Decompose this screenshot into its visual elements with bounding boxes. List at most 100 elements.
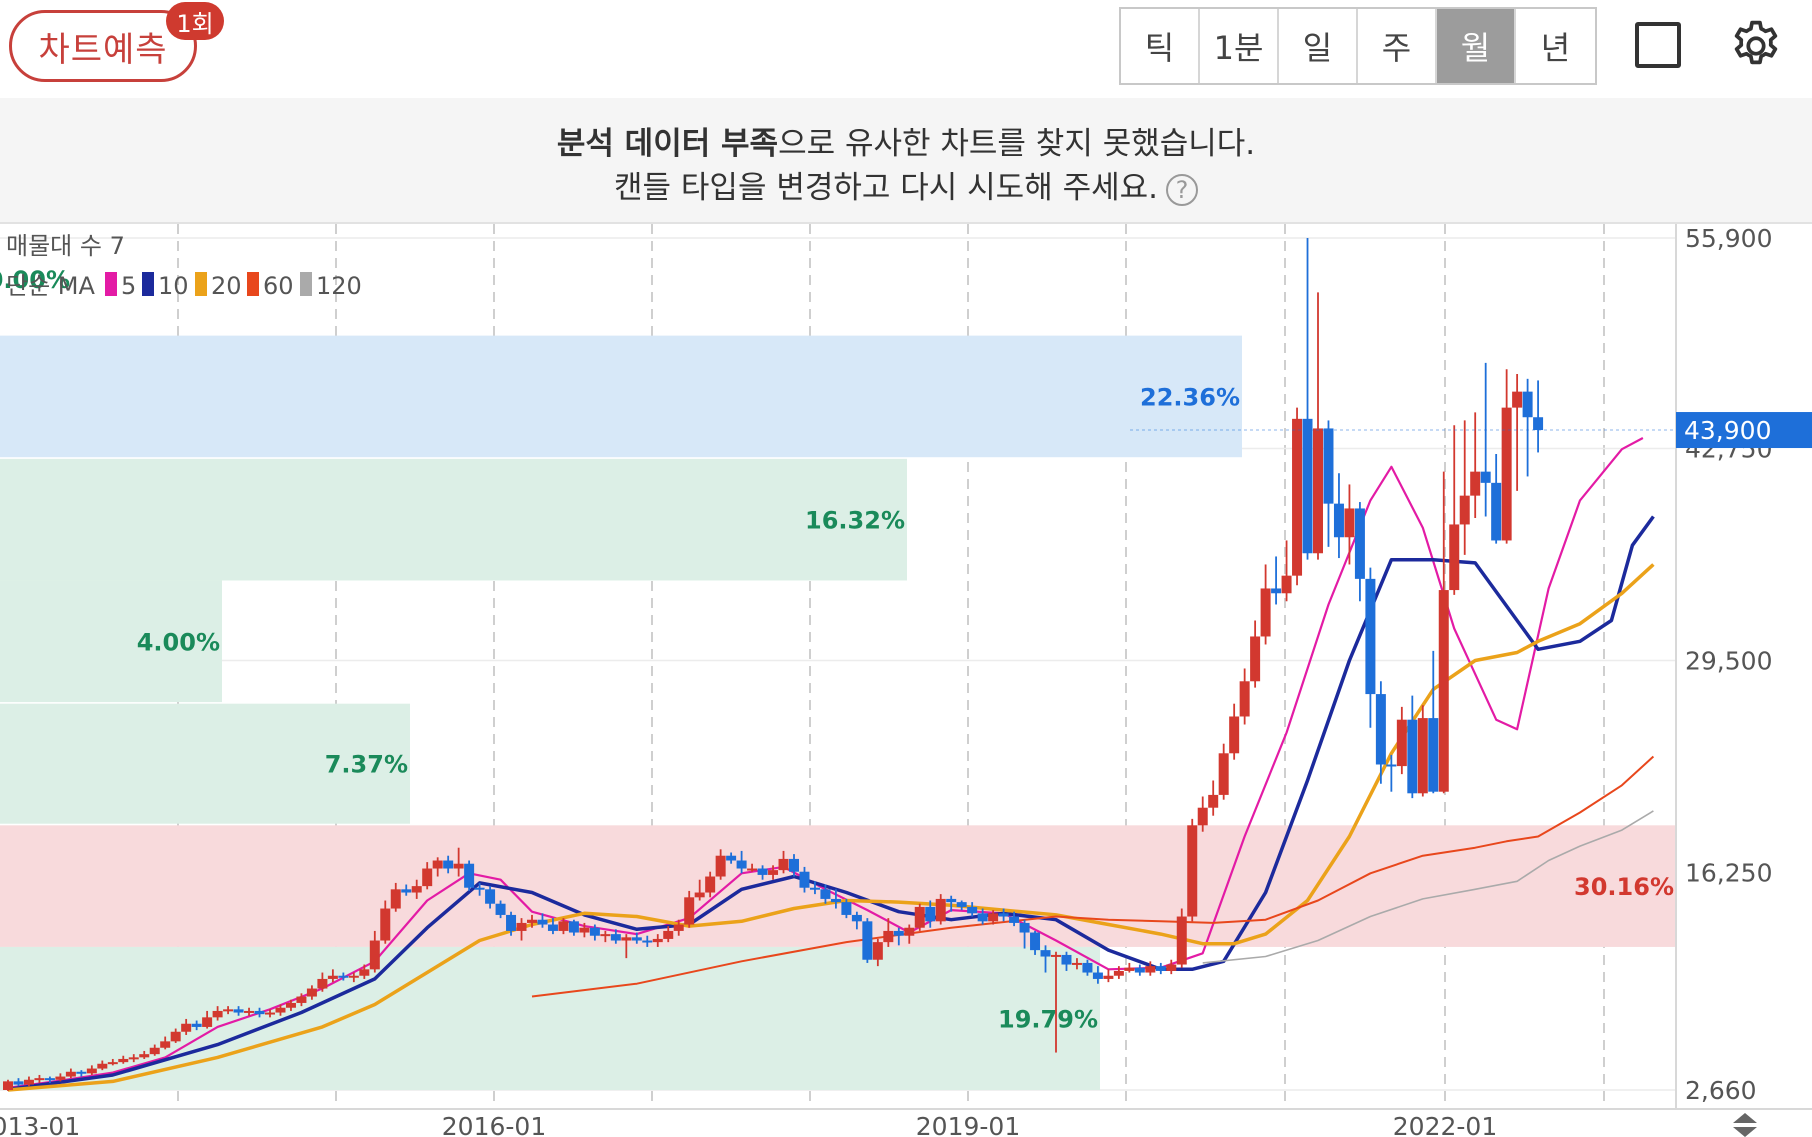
price-chart[interactable]: 0.00% 22.36% 16.32% 4.00% 7.37% 30.16% 19.79% 매… xyxy=(0,224,1812,1137)
candle-body xyxy=(862,921,873,960)
candle-body xyxy=(3,1081,13,1090)
candle-body xyxy=(1113,970,1124,976)
candle-body xyxy=(642,940,653,943)
candle-body xyxy=(1040,950,1051,957)
candle-body xyxy=(527,919,537,923)
candle-body xyxy=(893,930,904,936)
candle-body xyxy=(369,940,380,970)
ma-legend-period: 120 xyxy=(316,272,362,300)
y-tick-label: 2,660 xyxy=(1685,1076,1757,1105)
candle-body xyxy=(883,930,894,943)
candle-body xyxy=(1030,932,1041,951)
y-tick-label: 16,250 xyxy=(1685,859,1772,888)
notice-retry-text: 캔들 타입을 변경하고 다시 시도해 주세요. xyxy=(614,170,1158,206)
candle-body xyxy=(317,978,328,989)
ma-line-ma10 xyxy=(7,515,1655,1092)
volume-profile-label: 16.32% xyxy=(805,507,905,535)
volume-profile-label: 4.00% xyxy=(137,628,220,656)
tab-month[interactable]: 월 xyxy=(1437,9,1516,83)
current-price-tag xyxy=(1676,412,1812,449)
candle-body xyxy=(65,1071,76,1077)
notice-text: 으로 유사한 차트를 찾지 못했습니다. xyxy=(778,126,1256,162)
candle-body xyxy=(1239,681,1250,717)
volume-profile-label: 7.37% xyxy=(325,751,408,779)
volume-profile-bar xyxy=(0,580,222,703)
candle-body xyxy=(925,906,936,922)
candle-body xyxy=(1229,716,1240,754)
candle-body xyxy=(306,988,317,997)
candle-body xyxy=(631,937,642,941)
candle-body xyxy=(1480,471,1491,483)
candle-body xyxy=(327,975,338,979)
chart-predict-button[interactable]: 차트예측 xyxy=(9,10,197,82)
candle-body xyxy=(76,1071,87,1074)
candle-body xyxy=(1250,636,1261,682)
candle-body xyxy=(495,903,506,915)
scroll-arrows-icon[interactable] xyxy=(1733,1113,1757,1137)
candle-body xyxy=(914,906,925,928)
volume-profile-bar xyxy=(0,335,1242,458)
tab-tick[interactable]: 틱 xyxy=(1121,9,1200,83)
candle-body xyxy=(401,889,412,893)
ma-legend-swatch xyxy=(300,272,312,296)
candle-body xyxy=(296,996,307,1003)
candle-body xyxy=(579,927,590,933)
candle-body xyxy=(1313,428,1323,554)
ma-legend-swatch xyxy=(142,272,154,296)
candle-body xyxy=(946,898,957,903)
candle-body xyxy=(1260,588,1271,637)
candle-body xyxy=(411,886,422,893)
candle-body xyxy=(191,1023,202,1027)
ma-line-ma60 xyxy=(531,755,1655,998)
ma-legend-period: 20 xyxy=(211,272,242,300)
y-tick-label: 55,900 xyxy=(1685,224,1772,253)
ma-legend-period: 60 xyxy=(263,272,294,300)
candle-body xyxy=(736,860,747,869)
candle-body xyxy=(694,892,705,898)
candle-body xyxy=(265,1012,275,1015)
candle-body xyxy=(1166,964,1177,971)
candle-body xyxy=(181,1023,192,1032)
candle-body xyxy=(1092,972,1103,979)
candle-body xyxy=(1176,916,1187,965)
gear-icon[interactable] xyxy=(1728,18,1784,74)
help-icon[interactable]: ? xyxy=(1165,173,1198,206)
candle-body xyxy=(453,863,464,869)
candle-body xyxy=(1071,962,1082,965)
candle-body xyxy=(1386,764,1397,767)
candle-body xyxy=(223,1009,234,1012)
tab-week[interactable]: 주 xyxy=(1358,9,1437,83)
candle-body xyxy=(506,914,517,931)
fullscreen-square-icon[interactable] xyxy=(1635,22,1681,68)
candle-body xyxy=(830,898,841,903)
candle-body xyxy=(422,868,433,887)
candle-body xyxy=(1491,482,1502,541)
candle-body xyxy=(285,1002,296,1008)
tab-1min[interactable]: 1분 xyxy=(1200,9,1279,83)
candle-body xyxy=(684,897,695,925)
candle-body xyxy=(1103,975,1114,979)
candle-body xyxy=(44,1078,55,1081)
predict-count-badge: 1회 xyxy=(166,2,224,40)
y-tick-label: 29,500 xyxy=(1685,646,1772,675)
candle-body xyxy=(474,887,485,890)
candle-body xyxy=(275,1007,286,1013)
tab-year[interactable]: 년 xyxy=(1516,9,1595,83)
candle-body xyxy=(610,934,621,941)
candle-body xyxy=(202,1017,213,1027)
candle-body xyxy=(23,1079,34,1085)
ma-line-ma120 xyxy=(1202,810,1654,964)
candle-body xyxy=(1187,825,1198,917)
candle-body xyxy=(1281,575,1292,594)
candle-body xyxy=(799,871,810,888)
candle-body xyxy=(778,858,789,871)
x-tick-label: 2016-01 xyxy=(442,1112,546,1137)
candle-body xyxy=(1145,966,1156,973)
candle-body xyxy=(1407,719,1418,794)
current-price-value: 43,900 xyxy=(1684,416,1771,445)
tab-day[interactable]: 일 xyxy=(1279,9,1358,83)
volume-profile-bar xyxy=(0,458,907,581)
volume-profile-label: 22.36% xyxy=(1140,383,1240,411)
notice-line-2: 캔들 타입을 변경하고 다시 시도해 주세요.? xyxy=(0,162,1812,207)
candle-body xyxy=(1061,954,1072,965)
